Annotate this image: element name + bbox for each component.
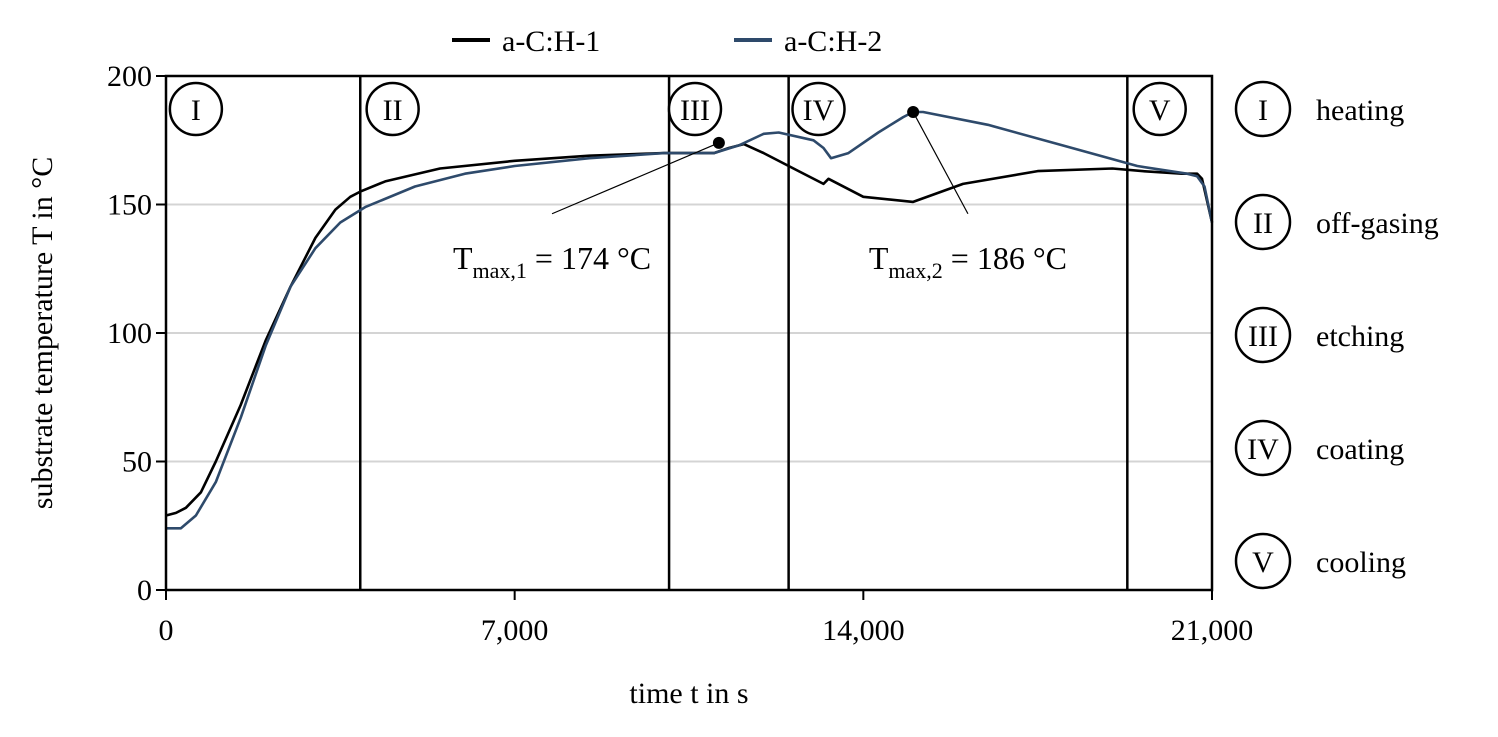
phase-legend-numeral-4: IV [1247, 433, 1279, 466]
annotations: Tmax,1 = 174 °C Tmax,2 = 186 °C [453, 111, 1067, 283]
phase-legend-circle-3 [1234, 306, 1292, 364]
phase-badge-circle-1 [168, 81, 224, 137]
phase-legend-label-4: coating [1316, 433, 1404, 466]
phase-badge-numeral-4: IV [803, 94, 835, 127]
legend-label-1: a-C:H-1 [502, 25, 600, 58]
y-tick-label-4: 200 [107, 60, 152, 93]
phase-legend-label-3: etching [1316, 320, 1404, 353]
legend-label-2: a-C:H-2 [784, 25, 882, 58]
annotation-leader-1 [551, 142, 720, 215]
phase-badge-circle-4 [791, 81, 846, 137]
phase-legend-circle-5 [1234, 532, 1292, 590]
phase-legend-label-1: heating [1316, 94, 1404, 127]
axis-ticks: 0 7,000 14,000 21,000 0 50 100 150 200 [107, 60, 1253, 647]
phase-legend-label-2: off-gasing [1316, 207, 1439, 240]
annotation-main-2: T [869, 240, 889, 276]
phase-badge-numeral-2: II [383, 94, 403, 127]
phase-badge-circle-5 [1132, 81, 1187, 137]
series-line-2 [166, 110, 1214, 530]
x-tick-label-2: 14,000 [822, 614, 905, 647]
x-tick-label-3: 21,000 [1171, 614, 1254, 647]
annotation-subscript-1: max,1 [473, 258, 527, 283]
annotation-label-2: Tmax,2 = 186 °C [869, 240, 1067, 283]
annotation-value-1: = 174 °C [527, 240, 651, 276]
phase-badge-circle-2 [365, 81, 420, 137]
series-lines [165, 110, 1214, 530]
annotation-subscript-2: max,2 [888, 258, 942, 283]
phase-boundaries [359, 76, 1129, 590]
y-tick-label-3: 150 [107, 189, 152, 222]
legend: a-C:H-1 a-C:H-2 [452, 25, 882, 58]
phase-legend-numeral-1: I [1258, 94, 1268, 127]
phase-legend-label-5: cooling [1316, 546, 1406, 579]
x-tick-label-1: 7,000 [481, 614, 549, 647]
annotation-label-1: Tmax,1 = 174 °C [453, 240, 651, 283]
x-tick-label-0: 0 [159, 614, 174, 647]
y-tick-label-2: 100 [107, 317, 152, 350]
x-axis-title: time t in s [629, 677, 748, 710]
phase-legend-numeral-2: II [1253, 207, 1273, 240]
phase-badge-numeral-5: V [1149, 94, 1171, 127]
annotation-main-1: T [453, 240, 473, 276]
annotation-leader-2 [912, 111, 969, 215]
series-line-1 [165, 142, 1214, 517]
y-axis-title: substrate temperature T in °C [26, 157, 59, 509]
annotation-value-2: = 186 °C [943, 240, 1067, 276]
phase-badges: I II III IV V [168, 81, 1187, 137]
phase-legend-numeral-3: III [1248, 320, 1278, 353]
y-tick-label-0: 0 [137, 574, 152, 607]
phase-legend-circle-2 [1234, 193, 1292, 251]
phase-badge-numeral-1: I [191, 94, 201, 127]
phase-legend-circle-1 [1234, 80, 1292, 138]
y-tick-label-1: 50 [122, 446, 152, 479]
phase-legend-circle-4 [1234, 419, 1292, 477]
phase-badge-circle-3 [667, 81, 723, 137]
phase-legend-numeral-5: V [1252, 546, 1274, 579]
phase-badge-numeral-3: III [680, 94, 710, 127]
